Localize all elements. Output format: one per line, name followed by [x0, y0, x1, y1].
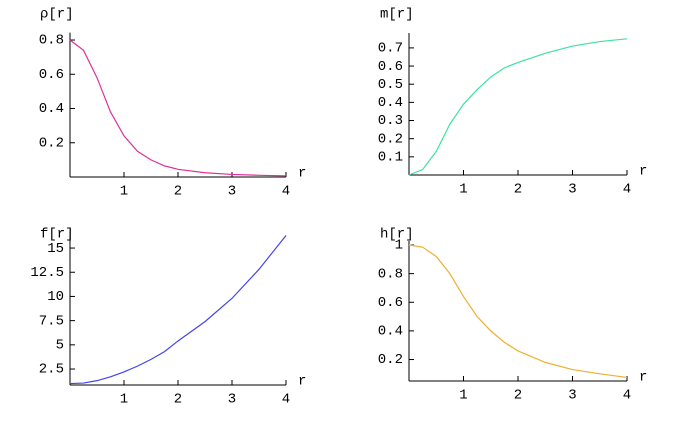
y-tick-label: 0.6	[378, 295, 403, 311]
y-tick-label: 0.3	[378, 113, 403, 129]
y-axis-label: m[r]	[380, 7, 414, 23]
y-tick-label: 1	[395, 238, 403, 254]
y-tick-label: 7.5	[39, 313, 64, 329]
y-axis-label: ρ[r]	[40, 7, 74, 23]
y-tick-label: 0.8	[39, 33, 64, 49]
x-tick-label: 2	[514, 182, 522, 198]
data-line	[69, 39, 287, 177]
y-axis-label: f[r]	[40, 227, 74, 243]
x-axis-label: r	[298, 166, 306, 182]
x-axis-label: r	[298, 374, 306, 390]
x-tick-label: 2	[174, 184, 182, 200]
x-tick-label: 1	[120, 184, 128, 200]
y-tick-label: 0.2	[39, 135, 64, 151]
y-tick-label: 12.5	[30, 265, 64, 281]
data-line	[69, 235, 287, 385]
y-axis-label: h[r]	[380, 227, 414, 243]
y-tick-label: 0.4	[378, 324, 403, 340]
y-tick-label: 0.8	[378, 266, 403, 282]
y-tick-label: 0.4	[39, 101, 64, 117]
y-tick-label: 0.5	[378, 77, 403, 93]
x-tick-label: 2	[514, 388, 522, 404]
x-tick-label: 1	[459, 182, 467, 198]
x-tick-label: 3	[568, 388, 576, 404]
y-tick-label: 0.1	[378, 150, 403, 166]
x-tick-label: 1	[459, 388, 467, 404]
y-tick-label: 10	[47, 289, 64, 305]
x-tick-label: 3	[228, 184, 236, 200]
y-tick-label: 5	[56, 338, 64, 354]
x-tick-label: 4	[282, 392, 290, 408]
y-tick-label: 0.2	[378, 131, 403, 147]
y-tick-label: 0.6	[39, 67, 64, 83]
x-tick-label: 3	[568, 182, 576, 198]
x-tick-label: 4	[282, 184, 290, 200]
x-tick-label: 4	[623, 182, 631, 198]
x-tick-label: 4	[623, 388, 631, 404]
y-tick-label: 0.7	[378, 41, 403, 57]
x-tick-label: 3	[228, 392, 236, 408]
data-line	[408, 244, 628, 379]
y-tick-label: 0.6	[378, 59, 403, 75]
y-tick-label: 15	[47, 241, 64, 257]
y-tick-label: 0.4	[378, 95, 403, 111]
y-tick-label: 0.2	[378, 352, 403, 368]
x-tick-label: 1	[120, 392, 128, 408]
x-axis-label: r	[639, 370, 647, 386]
x-axis-label: r	[639, 164, 647, 180]
data-line	[408, 38, 628, 176]
y-tick-label: 2.5	[39, 362, 64, 378]
x-tick-label: 2	[174, 392, 182, 408]
